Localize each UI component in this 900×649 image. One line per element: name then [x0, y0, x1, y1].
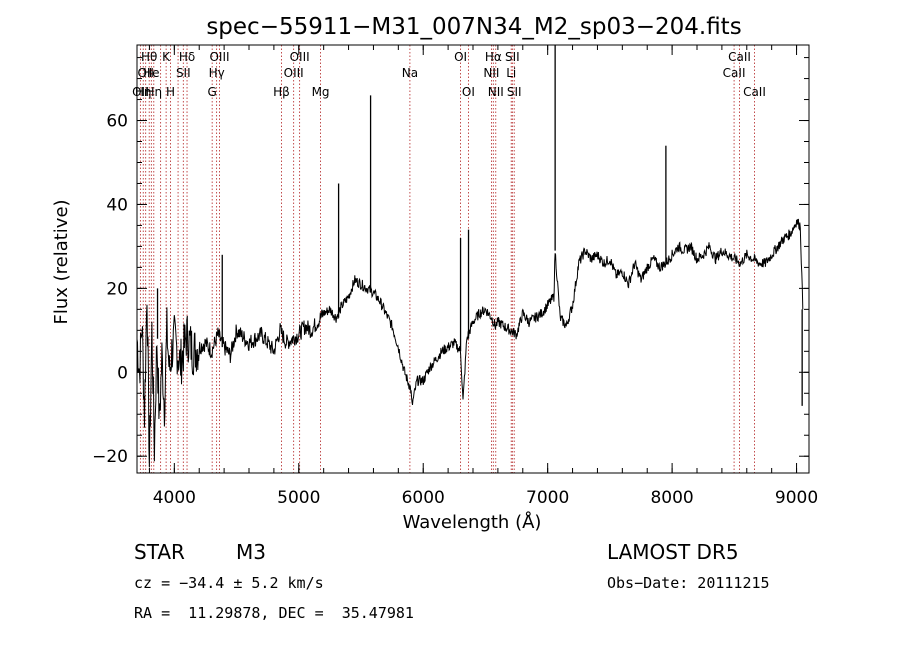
- x-tick-label-5: 9000: [775, 488, 818, 508]
- x-axis-label: Wavelength (Å): [403, 511, 542, 533]
- emission-line-markers: [139, 45, 755, 473]
- emission-label-15: Hβ: [273, 85, 290, 99]
- emission-label-26: SII: [505, 50, 520, 64]
- emission-label-1: Hη: [135, 85, 152, 99]
- emission-label-10: SII: [176, 66, 191, 80]
- emission-label-27: SII: [507, 85, 522, 99]
- observation-date: Obs−Date: 20111215: [607, 574, 770, 592]
- emission-label-12: G: [208, 85, 217, 99]
- emission-label-28: CaII: [723, 66, 746, 80]
- y-tick-label-3: 40: [106, 195, 128, 215]
- emission-label-23: Hα: [485, 50, 502, 64]
- survey-name: LAMOST DR5: [607, 540, 739, 564]
- y-tick-label-1: 0: [117, 363, 128, 383]
- emission-label-17: OIII: [290, 50, 310, 64]
- x-tick-label-0: 4000: [153, 488, 196, 508]
- emission-label-25: Li: [506, 66, 516, 80]
- redshift-cz: cz = −34.4 ± 5.2 km/s: [134, 574, 324, 592]
- ra-dec-coordinates: RA = 11.29878, DEC = 35.47981: [134, 604, 414, 622]
- emission-line-labels: OIIHηOIIHθHeHηKHSIIHδGHγOIIIHβOIIIOIIIMg…: [132, 50, 766, 99]
- chart-title: spec−55911−M31_007N34_M2_sp03−204.fits: [206, 14, 741, 40]
- emission-label-22: NII: [483, 66, 499, 80]
- emission-label-11: Hδ: [179, 50, 195, 64]
- emission-label-18: Mg: [312, 85, 330, 99]
- y-tick-label-4: 60: [106, 112, 128, 132]
- object-type: STAR: [134, 540, 185, 564]
- emission-label-2: OII: [137, 66, 154, 80]
- y-tick-label-0: −20: [92, 447, 128, 467]
- emission-label-13: Hγ: [209, 66, 225, 80]
- emission-label-7: K: [162, 50, 171, 64]
- emission-label-21: OI: [462, 85, 475, 99]
- spectrum-line: [136, 218, 804, 468]
- emission-label-19: Na: [402, 66, 418, 80]
- x-tick-label-1: 5000: [277, 488, 320, 508]
- x-axis: 4000 5000 6000 7000 8000 9000: [148, 45, 818, 508]
- object-subclass: M3: [236, 540, 266, 564]
- emission-label-20: OI: [454, 50, 467, 64]
- emission-label-16: OIII: [284, 66, 304, 80]
- y-axis: −20 0 20 40 60: [92, 57, 809, 467]
- emission-label-24: NII: [488, 85, 504, 99]
- y-tick-label-2: 20: [106, 279, 128, 299]
- emission-label-14: OIII: [209, 50, 229, 64]
- x-tick-label-2: 6000: [402, 488, 445, 508]
- emission-label-4: He: [143, 66, 159, 80]
- emission-label-3: Hθ: [141, 50, 157, 64]
- emission-label-30: CaII: [743, 85, 766, 99]
- spike-lines: [156, 45, 803, 406]
- x-tick-label-3: 7000: [526, 488, 569, 508]
- emission-label-0: OII: [132, 85, 149, 99]
- emission-label-5: Hη: [145, 85, 162, 99]
- x-tick-label-4: 8000: [650, 488, 693, 508]
- emission-label-8: H: [166, 85, 175, 99]
- y-axis-label: Flux (relative): [51, 199, 72, 324]
- emission-label-29: CaII: [728, 50, 751, 64]
- plot-frame: [136, 44, 810, 474]
